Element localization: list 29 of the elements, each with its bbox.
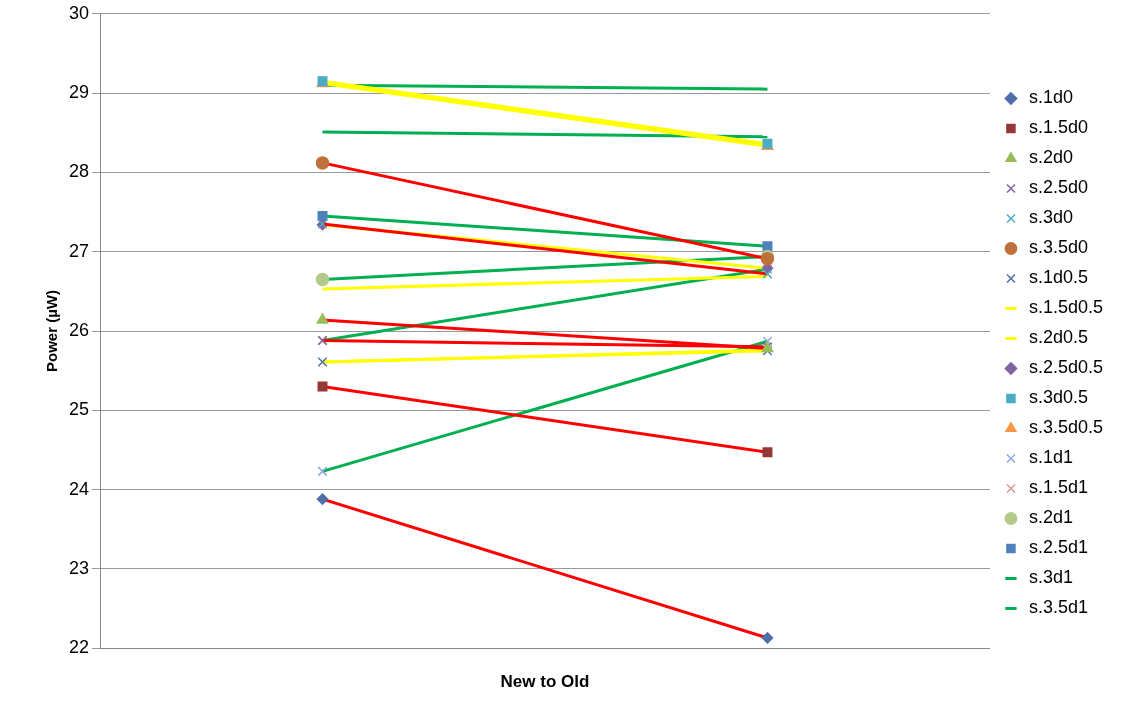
- y-tick-label: 30: [68, 2, 90, 23]
- legend-label: s.3d1: [1028, 567, 1073, 588]
- y-tick-label: 25: [68, 399, 90, 420]
- y-tick-label: 28: [68, 161, 90, 182]
- legend-label: s.1d0: [1028, 87, 1073, 108]
- legend-label: s.1.5d1: [1028, 477, 1088, 498]
- legend-label: s.1.5d0.5: [1028, 297, 1104, 318]
- y-tick-label: 24: [68, 478, 90, 499]
- y-tick-label: 23: [68, 557, 90, 578]
- y-axis-title: Power (µW): [43, 290, 61, 372]
- y-tick-label: 27: [68, 240, 90, 261]
- legend-label: s.2d0: [1028, 147, 1073, 168]
- y-tick-label: 26: [68, 319, 90, 340]
- legend-label: s.2.5d0.5: [1028, 357, 1104, 378]
- legend-label: s.3d0: [1028, 207, 1073, 228]
- legend-label: s.1d0.5: [1028, 267, 1088, 288]
- legend-label: s.3.5d0.5: [1028, 417, 1104, 438]
- y-tick-label: 22: [68, 637, 90, 658]
- legend-label: s.3d0.5: [1028, 387, 1088, 408]
- legend-label: s.2d1: [1028, 507, 1073, 528]
- legend-label: s.2.5d1: [1028, 537, 1088, 558]
- y-tick-label: 29: [68, 82, 90, 103]
- legend-label: s.2.5d0: [1028, 177, 1088, 198]
- legend-label: s.1d1: [1028, 447, 1073, 468]
- legend-label: s.1.5d0: [1028, 117, 1088, 138]
- legend-label: s.3.5d1: [1028, 597, 1088, 618]
- legend-label: s.3.5d0: [1028, 237, 1088, 258]
- legend-label: s.2d0.5: [1028, 327, 1088, 348]
- x-axis-title: New to Old: [500, 672, 590, 692]
